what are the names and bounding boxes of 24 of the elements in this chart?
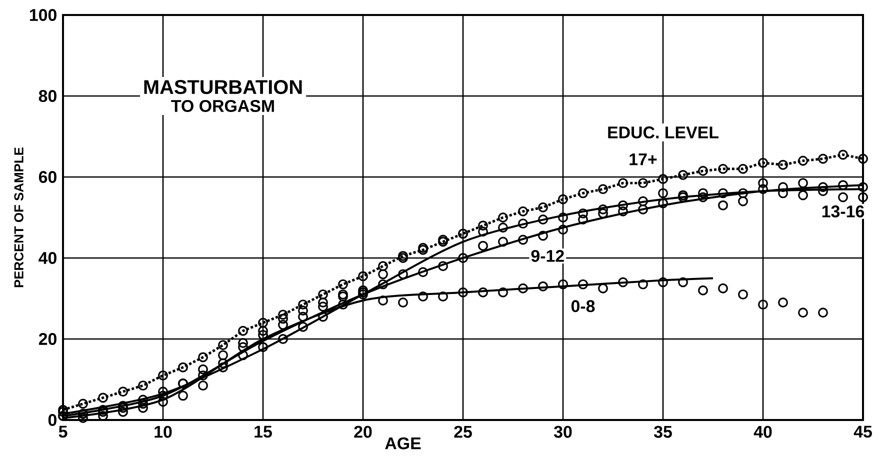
series-label: 0-8 bbox=[571, 300, 595, 312]
series-label: 13-16 bbox=[822, 205, 864, 218]
y-tick-label: 60 bbox=[38, 170, 56, 183]
y-tick-label: 20 bbox=[38, 332, 56, 345]
y-axis-title: PERCENT OF SAMPLE bbox=[14, 147, 24, 288]
y-tick-label: 100 bbox=[30, 8, 56, 21]
x-tick-label: 15 bbox=[254, 426, 272, 438]
y-tick-label: 40 bbox=[38, 252, 56, 264]
x-tick-label: 35 bbox=[654, 426, 672, 438]
x-tick-label: 45 bbox=[854, 426, 872, 438]
x-tick-label: 10 bbox=[154, 426, 172, 438]
series-label: 17+ bbox=[630, 154, 657, 166]
text: MASTURBATION bbox=[144, 80, 302, 94]
x-tick-label: 20 bbox=[354, 426, 372, 438]
series-label: 9-12 bbox=[531, 250, 564, 262]
legend-title: EDUC. LEVEL bbox=[608, 126, 718, 138]
text: TO ORGASM bbox=[171, 100, 274, 112]
y-tick-label: 0 bbox=[48, 414, 56, 426]
x-tick-label: 5 bbox=[58, 426, 68, 438]
y-tick-label: 80 bbox=[38, 90, 56, 102]
x-tick-label: 30 bbox=[554, 426, 572, 438]
x-axis-title: AGE bbox=[385, 437, 421, 450]
x-tick-label: 40 bbox=[754, 426, 772, 438]
x-tick-label: 25 bbox=[454, 426, 472, 438]
